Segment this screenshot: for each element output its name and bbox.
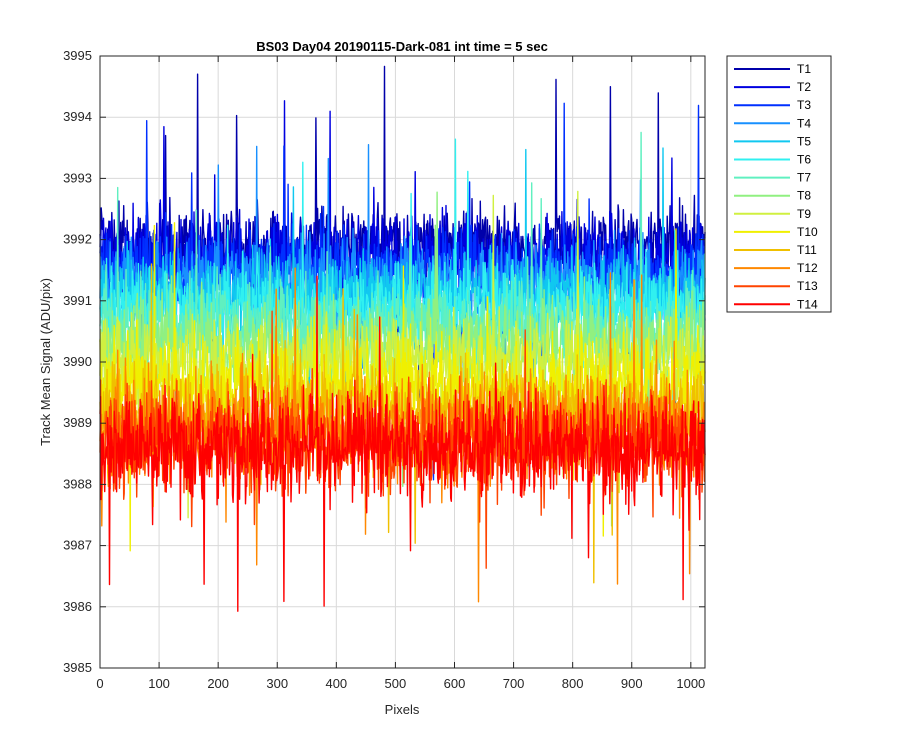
y-tick-label: 3985 [63, 660, 92, 675]
axis-ticks: 0 100 200 300 400 500 600 700 800 900 1000 3985 3986… [63, 48, 705, 691]
y-tick-label: 3994 [63, 109, 92, 124]
x-tick-label: 200 [207, 676, 229, 691]
legend-label-t1: T1 [797, 62, 811, 76]
legend-label-t9: T9 [797, 207, 811, 221]
x-tick-label: 800 [562, 676, 584, 691]
y-tick-label: 3991 [63, 293, 92, 308]
series-lines [99, 65, 706, 612]
x-tick-label: 400 [325, 676, 347, 691]
legend-label-t11: T11 [797, 243, 817, 257]
y-tick-label: 3989 [63, 415, 92, 430]
legend-label-t4: T4 [797, 116, 811, 130]
series-line-t14 [99, 275, 706, 612]
legend-label-t10: T10 [797, 225, 818, 239]
y-tick-label: 3995 [63, 48, 92, 63]
legend-label-t14: T14 [797, 297, 818, 311]
x-tick-label: 300 [266, 676, 288, 691]
legend-label-t12: T12 [797, 261, 818, 275]
x-tick-label: 700 [503, 676, 525, 691]
legend-label-t2: T2 [797, 80, 811, 94]
x-tick-label: 0 [96, 676, 103, 691]
legend-label-t13: T13 [797, 279, 818, 293]
legend: T1 T2 T3 T4 T5 T6 T7 T8 T9 T10 T11 T12 T13 T14 [726, 55, 832, 313]
x-axis-label: Pixels [385, 702, 420, 717]
legend-label-t5: T5 [797, 134, 811, 148]
x-tick-label: 100 [148, 676, 170, 691]
y-tick-label: 3990 [63, 354, 92, 369]
legend-label-t6: T6 [797, 153, 811, 167]
y-axis-label: Track Mean Signal (ADU/pix) [38, 278, 53, 446]
x-tick-label: 1000 [676, 676, 705, 691]
y-tick-label: 3992 [63, 232, 92, 247]
x-tick-label: 900 [621, 676, 643, 691]
x-tick-label: 600 [444, 676, 466, 691]
legend-label-t3: T3 [797, 98, 811, 112]
y-tick-label: 3986 [63, 599, 92, 614]
y-tick-label: 3988 [63, 476, 92, 491]
legend-box [726, 55, 832, 313]
y-tick-label: 3987 [63, 538, 92, 553]
legend-label-t7: T7 [797, 171, 811, 185]
chart-title: BS03 Day04 20190115-Dark-081 int time = … [256, 39, 548, 54]
x-tick-label: 500 [385, 676, 407, 691]
legend-label-t8: T8 [797, 189, 811, 203]
y-tick-label: 3993 [63, 170, 92, 185]
